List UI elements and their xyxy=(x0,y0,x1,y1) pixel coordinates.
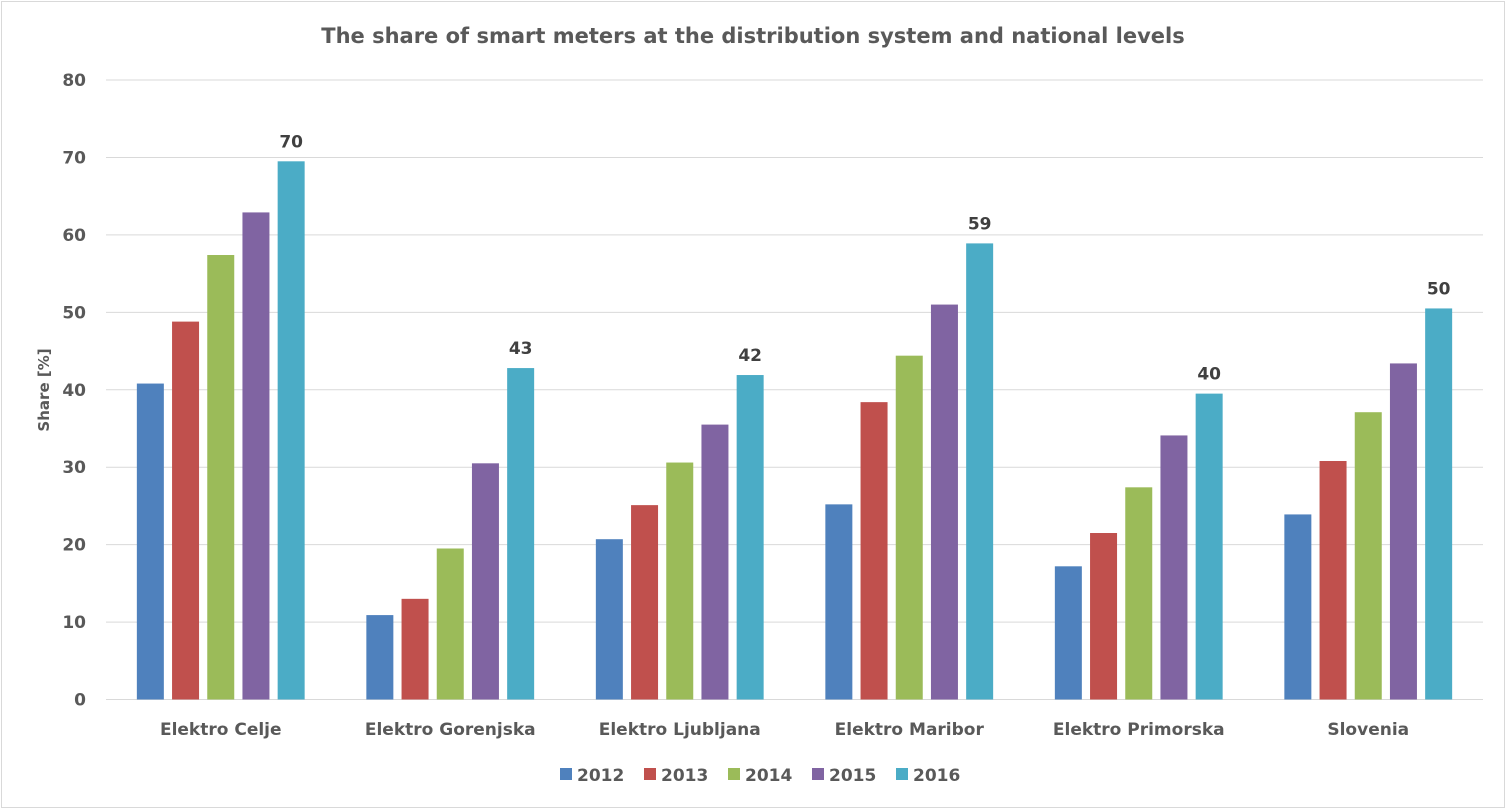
bar-2012 xyxy=(1054,566,1082,700)
bar-2016 xyxy=(966,243,994,700)
bar-2016 xyxy=(277,161,305,700)
y-tick-label: 0 xyxy=(74,691,86,711)
bar-2014 xyxy=(1125,487,1153,700)
x-category-label: Slovenia xyxy=(1327,720,1409,740)
bar-2013 xyxy=(172,321,200,700)
y-tick-label: 60 xyxy=(62,226,86,246)
bar-2015 xyxy=(930,304,958,700)
bar-2016 xyxy=(1425,308,1453,700)
x-category-label: Elektro Celje xyxy=(160,720,282,740)
x-axis-categories: Elektro Celje Elektro Gorenjska Elektro Lj… xyxy=(160,720,1409,740)
x-category-label: Elektro Gorenjska xyxy=(365,720,536,740)
bar-2012 xyxy=(595,539,623,700)
data-label: 70 xyxy=(279,132,303,152)
bar-2012 xyxy=(1284,514,1312,700)
legend: 2012 2013 2014 2015 2016 xyxy=(560,766,960,786)
gridlines xyxy=(106,79,1483,700)
x-category-label: Elektro Ljubljana xyxy=(599,720,761,740)
bar-2014 xyxy=(666,462,694,700)
y-tick-label: 10 xyxy=(62,613,86,633)
bar-2013 xyxy=(401,598,429,700)
legend-swatch-2012 xyxy=(560,768,572,780)
legend-label: 2015 xyxy=(829,766,876,786)
bar-2015 xyxy=(1389,363,1417,700)
legend-label: 2012 xyxy=(577,766,624,786)
bar-2015 xyxy=(242,212,270,700)
chart-title: The share of smart meters at the distrib… xyxy=(321,24,1184,48)
x-category-label: Elektro Primorska xyxy=(1053,720,1225,740)
bar-2014 xyxy=(436,548,464,700)
bar-2014 xyxy=(207,255,235,700)
bars xyxy=(136,161,1453,700)
bar-2015 xyxy=(471,463,499,700)
y-tick-label: 40 xyxy=(62,381,86,401)
y-tick-label: 20 xyxy=(62,536,86,556)
bar-2014 xyxy=(1354,412,1382,700)
legend-swatch-2013 xyxy=(644,768,656,780)
legend-label: 2014 xyxy=(745,766,792,786)
y-axis-ticks: 0 10 20 30 40 50 60 70 80 xyxy=(62,71,86,711)
legend-swatch-2016 xyxy=(896,768,908,780)
data-label: 43 xyxy=(509,339,533,359)
y-axis-label: Share [%] xyxy=(35,348,53,431)
bar-2013 xyxy=(1319,460,1347,700)
data-label: 42 xyxy=(738,346,762,366)
data-label: 59 xyxy=(968,214,992,234)
y-tick-label: 80 xyxy=(62,71,86,91)
bar-2013 xyxy=(860,402,888,700)
bar-2016 xyxy=(1195,393,1223,700)
bar-2016 xyxy=(736,375,764,700)
bar-2014 xyxy=(895,355,923,700)
bar-2012 xyxy=(136,383,164,700)
legend-label: 2016 xyxy=(913,766,960,786)
bar-2015 xyxy=(701,424,729,700)
legend-swatch-2014 xyxy=(728,768,740,780)
bar-2016 xyxy=(507,368,535,700)
x-category-label: Elektro Maribor xyxy=(835,720,985,740)
bar-2012 xyxy=(366,615,394,700)
legend-swatch-2015 xyxy=(812,768,824,780)
data-label: 50 xyxy=(1427,279,1451,299)
y-tick-label: 50 xyxy=(62,303,86,323)
legend-label: 2013 xyxy=(661,766,708,786)
bar-2013 xyxy=(631,505,659,700)
y-tick-label: 70 xyxy=(62,148,86,168)
bar-2015 xyxy=(1160,435,1188,700)
bar-2012 xyxy=(825,504,853,700)
y-tick-label: 30 xyxy=(62,458,86,478)
data-labels: 70 43 42 59 40 50 xyxy=(279,132,1450,384)
bar-2013 xyxy=(1090,533,1118,700)
data-label: 40 xyxy=(1197,365,1221,385)
